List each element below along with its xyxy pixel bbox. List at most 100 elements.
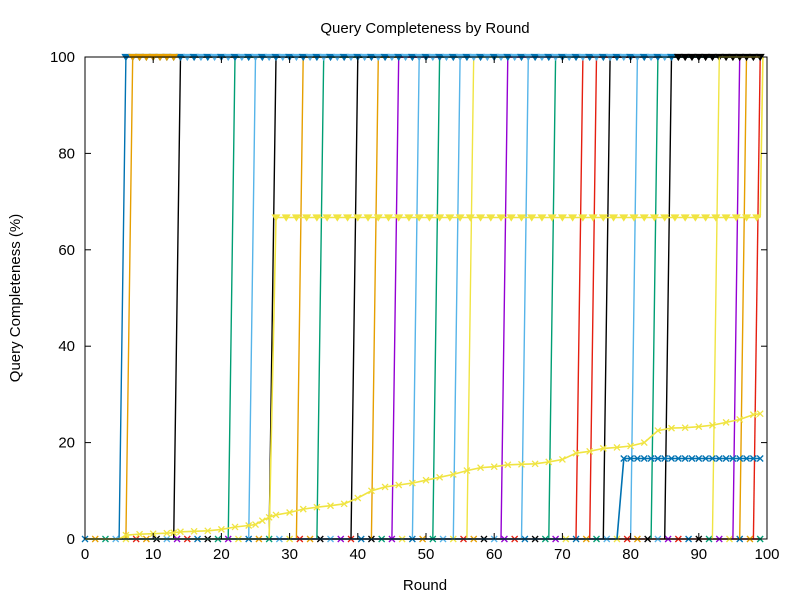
slow-series-marker xyxy=(265,513,273,521)
x-tick-label: 30 xyxy=(281,546,298,563)
plateau-marker xyxy=(711,214,721,222)
slow-series-marker xyxy=(327,502,334,510)
slow-series-marker xyxy=(504,461,512,469)
plateau-marker xyxy=(322,214,332,222)
plateau-marker xyxy=(465,214,475,222)
slow-series-marker xyxy=(286,509,294,516)
blue-plateau-marker xyxy=(702,455,710,462)
x-tick-label: 20 xyxy=(213,546,230,563)
plateau-marker xyxy=(291,214,301,222)
blue-plateau-marker xyxy=(688,455,696,462)
plateau-marker xyxy=(690,214,700,222)
slow-series-marker xyxy=(354,494,362,502)
plateau-marker xyxy=(506,214,516,222)
plateau-marker xyxy=(527,214,537,222)
slow-series-marker xyxy=(477,464,485,472)
blue-plateau-marker xyxy=(674,455,682,462)
plateau-marker xyxy=(281,214,291,222)
slow-series-marker xyxy=(395,481,403,489)
plateau-marker xyxy=(547,214,557,222)
plateau-marker xyxy=(271,214,281,222)
x-tick-label: 90 xyxy=(690,546,707,563)
blue-plateau-marker xyxy=(633,455,641,462)
blue-plateau-marker xyxy=(695,455,703,462)
plateau-marker xyxy=(312,214,322,222)
blue-plateau-marker xyxy=(749,455,757,462)
slow-series-marker xyxy=(708,421,716,429)
slow-series-marker xyxy=(258,517,266,525)
slow-series-marker xyxy=(627,442,635,450)
plateau-marker xyxy=(404,214,414,222)
plateau-marker xyxy=(537,214,547,222)
plateau-marker xyxy=(598,214,608,222)
y-tick-label: 0 xyxy=(67,531,75,548)
slow-series-marker xyxy=(163,529,171,537)
slow-series-marker xyxy=(122,531,130,539)
plateau-marker xyxy=(445,214,455,222)
blue-plateau-marker xyxy=(647,455,655,462)
plateau-marker xyxy=(383,214,394,222)
y-axis: 0 20 40 60 80 100 xyxy=(50,49,767,548)
plateau-marker xyxy=(332,214,342,222)
slow-series-marker xyxy=(177,528,184,536)
plateau-marker xyxy=(639,214,649,222)
slow-series-marker xyxy=(422,476,430,484)
x-tick-label: 10 xyxy=(145,546,162,563)
slow-series-marker xyxy=(599,444,607,452)
x-tick-label: 80 xyxy=(622,546,639,563)
chart-title: Query Completeness by Round xyxy=(320,20,529,37)
plateau-marker xyxy=(588,214,598,222)
plateau-marker xyxy=(557,214,567,222)
plateau-marker xyxy=(660,214,670,222)
plateau-marker xyxy=(516,214,527,222)
slow-series-marker xyxy=(531,460,539,468)
blue-plateau-marker xyxy=(620,455,628,462)
slow-series-marker xyxy=(654,427,662,435)
x-axis-label: Round xyxy=(403,577,447,594)
plateau-marker xyxy=(424,214,434,222)
slow-series-marker xyxy=(252,521,259,528)
slow-series-marker xyxy=(749,411,757,419)
blue-plateau-marker xyxy=(627,455,635,462)
slow-series-marker xyxy=(736,416,744,423)
blue-plateau-marker xyxy=(661,455,669,462)
blue-plateau-marker xyxy=(708,455,716,462)
plateau-marker xyxy=(455,214,465,222)
slow-series-marker xyxy=(299,505,307,513)
plateau-marker xyxy=(619,214,629,222)
y-axis-label: Query Completeness (%) xyxy=(7,214,24,382)
x-tick-label: 40 xyxy=(349,546,366,563)
x-tick-label: 50 xyxy=(418,546,435,563)
slow-series-marker xyxy=(722,418,730,426)
y-tick-label: 80 xyxy=(58,145,75,162)
slow-series-marker xyxy=(436,473,444,481)
plateau-marker xyxy=(476,214,486,222)
plateau-marker xyxy=(373,214,383,222)
y-tick-label: 40 xyxy=(58,338,75,355)
plateau-marker xyxy=(680,214,690,222)
slow-series-marker xyxy=(545,458,553,466)
y-tick-label: 60 xyxy=(58,242,75,259)
slow-series-marker xyxy=(190,527,198,535)
slow-series-marker xyxy=(681,424,689,432)
x-tick-label: 70 xyxy=(554,546,571,563)
slow-series-marker xyxy=(695,423,703,431)
blue-plateau-marker xyxy=(668,455,675,462)
blue-plateau-marker xyxy=(756,455,764,462)
yellow-plateau-rise xyxy=(759,56,764,218)
slow-series-marker xyxy=(272,511,280,519)
blue-plateau-marker xyxy=(715,455,723,462)
plateau-marker xyxy=(649,214,660,222)
x-tick-label: 60 xyxy=(486,546,503,563)
blue-plateau-marker xyxy=(722,455,730,462)
plateau-marker xyxy=(435,214,445,222)
slow-series-marker xyxy=(490,463,498,471)
slow-series-marker xyxy=(640,439,648,447)
plateau-marker xyxy=(353,214,363,222)
plateau-marker xyxy=(701,214,711,222)
slow-series-marker xyxy=(586,447,594,455)
plateau-marker xyxy=(731,214,741,222)
slow-series-marker xyxy=(408,479,416,487)
